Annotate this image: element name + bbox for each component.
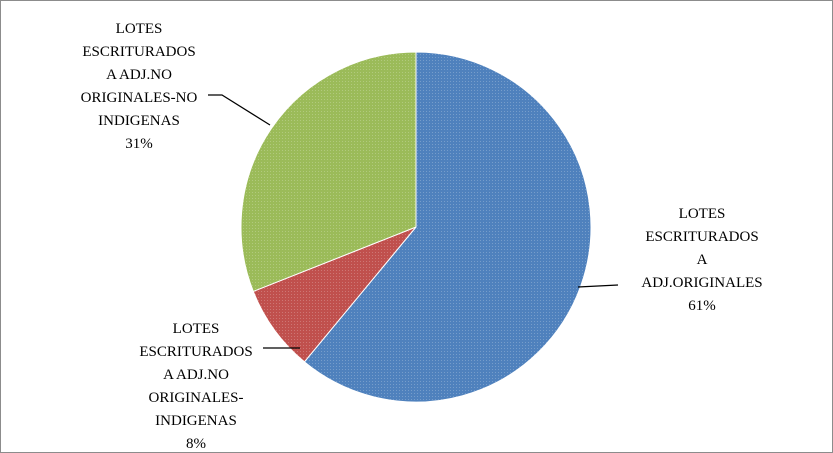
pie-slice-1-texture	[304, 52, 591, 403]
data-label-line: INDIGENAS	[155, 413, 237, 429]
leader-line-3	[208, 94, 271, 126]
data-label-line: ESCRITURADOS	[82, 44, 195, 60]
pie-slice-3	[240, 51, 417, 293]
data-label-percent: 8%	[186, 436, 206, 452]
pie-slices	[240, 51, 592, 403]
data-label-line: LOTES	[116, 21, 163, 37]
data-label-1: LOTES ESCRITURADOS A ADJ.ORIGINALES 61%	[641, 206, 762, 314]
data-label-percent: 31%	[125, 136, 153, 152]
data-label-line: ESCRITURADOS	[139, 344, 252, 360]
data-label-line: ORIGINALES-NO	[81, 90, 198, 106]
data-labels: LOTES ESCRITURADOS A ADJ.ORIGINALES 61%LOTES…	[81, 21, 763, 452]
data-label-percent: 61%	[688, 298, 716, 314]
pie-slice-1	[303, 51, 592, 403]
data-label-line: ADJ.ORIGINALES	[641, 275, 762, 291]
data-label-3: LOTES ESCRITURADOS A ADJ.NO ORIGINALES-NO IN…	[81, 21, 198, 152]
data-label-line: ORIGINALES-	[149, 390, 244, 406]
leader-line-1	[577, 284, 619, 288]
data-label-line: A ADJ.NO	[106, 67, 172, 83]
leader-lines	[208, 94, 619, 349]
data-label-line: LOTES	[679, 206, 726, 222]
data-label-line: LOTES	[173, 321, 220, 337]
data-label-line: A	[697, 252, 708, 268]
pie-slice-2-texture	[253, 227, 416, 362]
data-label-2: LOTES ESCRITURADOS A ADJ.NO ORIGINALES- INDI…	[139, 321, 252, 452]
data-label-line: A ADJ.NO	[163, 367, 229, 383]
data-label-line: ESCRITURADOS	[645, 229, 758, 245]
data-label-line: INDIGENAS	[98, 113, 180, 129]
pie-slice-3-texture	[241, 52, 416, 292]
